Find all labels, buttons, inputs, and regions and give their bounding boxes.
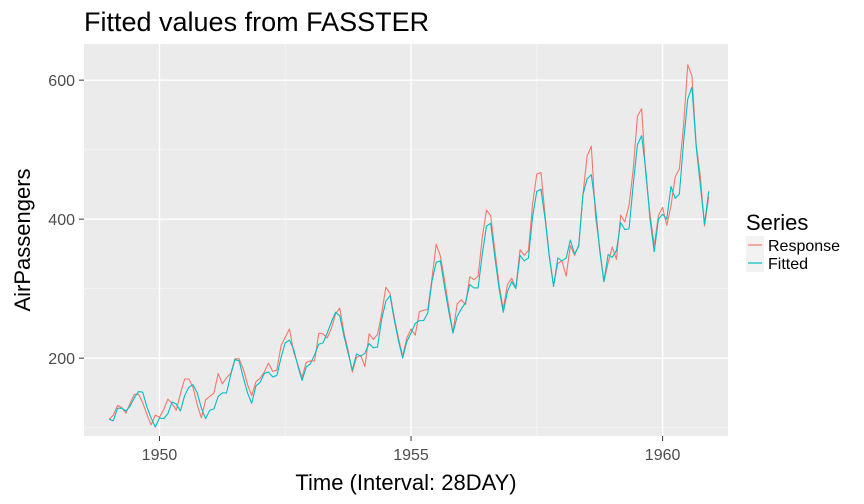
chart-title: Fitted values from FASSTER [84,7,429,37]
x-tick-label: 1960 [645,447,681,464]
x-axis: 1950 1955 1960 [142,436,681,464]
y-tick-label: 400 [48,212,75,229]
plot-panel [84,44,728,436]
y-tick-label: 200 [48,351,75,368]
x-tick-label: 1955 [393,447,429,464]
series-line-fitted [108,86,710,428]
legend-title: Series [746,210,808,235]
x-tick-label: 1950 [142,447,178,464]
y-axis: 200 400 600 [48,73,84,368]
series-lines [108,64,710,428]
x-axis-title: Time (Interval: 28DAY) [295,470,516,495]
legend-label-response: Response [768,238,840,255]
series-line-response [108,64,710,426]
y-axis-title: AirPassengers [10,168,35,311]
y-tick-label: 600 [48,73,75,90]
minor-grid [84,44,728,436]
legend-label-fitted: Fitted [768,256,808,273]
